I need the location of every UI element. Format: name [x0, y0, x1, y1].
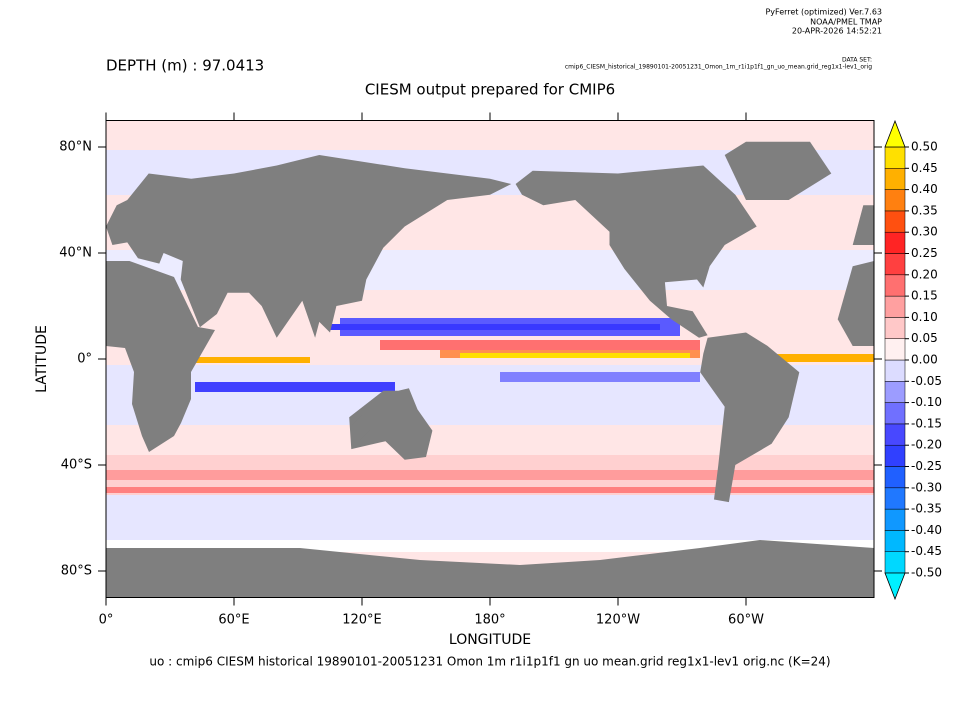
- colorbar-bin: [884, 423, 906, 446]
- colorbar-bin: [884, 466, 906, 489]
- colorbar-bin: [884, 210, 906, 233]
- chart-title: CIESM output prepared for CMIP6: [365, 81, 615, 99]
- colorbar-label: 0.40: [911, 182, 938, 196]
- colorbar-bin: [884, 487, 906, 510]
- depth-label: DEPTH (m) : 97.0413: [106, 57, 264, 75]
- y-tick-label: 40°S: [61, 458, 92, 473]
- y-tick-label: 80°N: [59, 140, 92, 155]
- y-tick-label: 80°S: [61, 564, 92, 579]
- colorbar-bin: [884, 168, 906, 190]
- colorbar-label: 0.05: [911, 331, 938, 345]
- colorbar-over: [884, 119, 906, 148]
- dataset-name: cmip6_CIESM_historical_19890101-20051231…: [565, 64, 872, 71]
- colorbar-label: 0.30: [911, 225, 938, 239]
- colorbar-bin: [884, 317, 906, 339]
- colorbar-bin: [884, 253, 906, 276]
- colorbar-label: 0.15: [911, 289, 938, 303]
- colorbar-label: 0.10: [911, 310, 938, 324]
- colorbar-label: -0.45: [911, 544, 942, 558]
- x-tick-label: 120°W: [596, 613, 640, 628]
- colorbar-label: -0.20: [911, 438, 942, 452]
- colorbar-label: 0.20: [911, 267, 938, 281]
- colorbar-bin: [884, 444, 906, 467]
- colorbar-label: 0.35: [911, 203, 938, 217]
- colorbar-bin: [884, 146, 906, 169]
- y-tick-label: 40°N: [59, 246, 92, 261]
- colorbar-bin: [884, 359, 906, 382]
- colorbar-label: 0.45: [911, 161, 938, 175]
- colorbar-bin: [884, 508, 906, 531]
- colorbar-label: -0.05: [911, 374, 942, 388]
- colorbar-bin: [884, 338, 906, 361]
- colorbar-bin: [884, 231, 906, 254]
- x-tick-label: 60°E: [218, 613, 249, 628]
- colorbar-label: 0.00: [911, 353, 938, 367]
- colorbar-bin: [884, 381, 906, 403]
- institution-label: NOAA/PMEL TMAP: [810, 18, 882, 27]
- colorbar-bin: [884, 189, 906, 212]
- colorbar-label: -0.50: [911, 566, 942, 580]
- dataset-heading: DATA SET:: [842, 57, 872, 64]
- colorbar-under: [884, 572, 906, 601]
- y-tick-label: 0°: [77, 352, 92, 367]
- colorbar-label: -0.30: [911, 480, 942, 494]
- x-tick-label: 60°W: [728, 613, 764, 628]
- colorbar-bin: [884, 530, 906, 552]
- y-axis-label: LATITUDE: [34, 325, 50, 393]
- x-axis-label: LONGITUDE: [449, 632, 531, 648]
- timestamp-label: 20-APR-2026 14:52:21: [792, 27, 882, 36]
- colorbar-label: 0.25: [911, 246, 938, 260]
- colorbar-bin: [884, 551, 906, 574]
- program-label: PyFerret (optimized) Ver.7.63: [765, 8, 882, 17]
- footnote: uo : cmip6 CIESM historical 19890101-200…: [149, 655, 830, 669]
- x-tick-label: 120°E: [342, 613, 382, 628]
- x-tick-label: 180°: [474, 613, 505, 628]
- colorbar-bin: [884, 295, 906, 318]
- x-tick-label: 0°: [99, 613, 114, 628]
- colorbar-label: -0.10: [911, 395, 942, 409]
- colorbar-label: -0.25: [911, 459, 942, 473]
- colorbar-bin: [884, 274, 906, 297]
- colorbar-label: -0.15: [911, 416, 942, 430]
- colorbar-bin: [884, 402, 906, 425]
- colorbar-label: -0.35: [911, 502, 942, 516]
- map-field: [106, 120, 874, 598]
- colorbar-label: -0.40: [911, 523, 942, 537]
- colorbar-label: 0.50: [911, 140, 938, 154]
